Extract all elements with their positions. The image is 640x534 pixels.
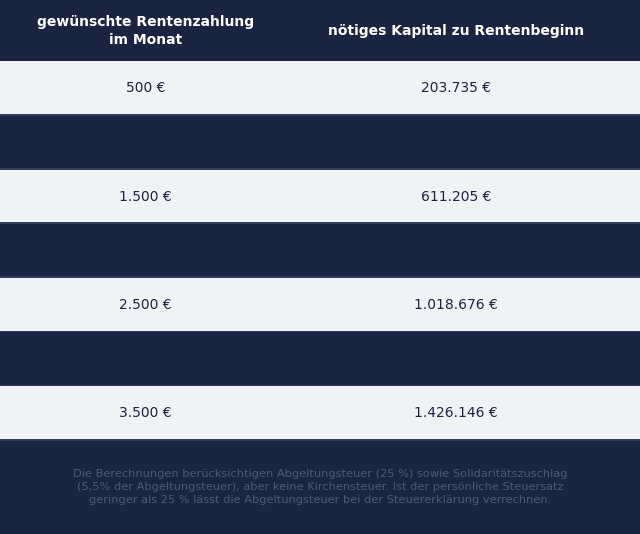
Text: 1.222.411 €: 1.222.411 € [414, 352, 498, 366]
Text: 1.018.676 €: 1.018.676 € [414, 298, 498, 312]
Text: 2.500 €: 2.500 € [119, 298, 172, 312]
Text: Die Berechnungen berücksichtigen Abgeltungsteuer (25 %) sowie Solidaritätszuschl: Die Berechnungen berücksichtigen Abgeltu… [73, 469, 567, 505]
Text: 814.941 €: 814.941 € [420, 244, 492, 258]
Text: 203.735 €: 203.735 € [421, 82, 491, 96]
Text: nötiges Kapital zu Rentenbeginn: nötiges Kapital zu Rentenbeginn [328, 23, 584, 38]
Text: 2.000 €: 2.000 € [119, 244, 172, 258]
Text: 1.426.146 €: 1.426.146 € [414, 406, 498, 420]
Text: 1.500 €: 1.500 € [119, 190, 172, 204]
Text: 3.500 €: 3.500 € [119, 406, 172, 420]
Text: 407.470 €: 407.470 € [421, 136, 491, 150]
Text: 3.000 €: 3.000 € [119, 352, 172, 366]
Text: 611.205 €: 611.205 € [421, 190, 491, 204]
Text: 500 €: 500 € [126, 82, 165, 96]
Text: 1.000 €: 1.000 € [119, 136, 172, 150]
Text: gewünschte Rentenzahlung
im Monat: gewünschte Rentenzahlung im Monat [37, 15, 254, 46]
